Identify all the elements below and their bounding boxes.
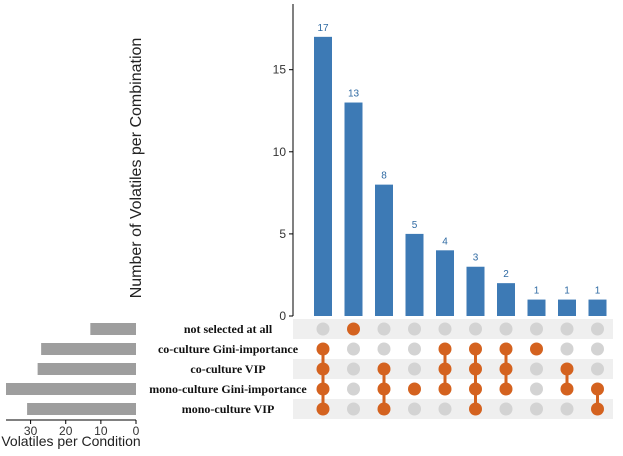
set-size-tick-label: 20: [59, 424, 73, 438]
intersection-dot-filled: [316, 402, 330, 416]
intersection-dot-filled: [377, 402, 391, 416]
intersection-bar: [466, 266, 485, 316]
intersection-bar-label: 1: [534, 286, 540, 297]
intersection-bar: [588, 299, 607, 316]
intersection-bar: [558, 299, 576, 316]
intersection-bar-label: 2: [503, 269, 509, 280]
intersection-dot-empty: [560, 402, 574, 416]
set-names: not selected at all co-culture Gini-impor…: [149, 322, 307, 416]
intersection-bar-label: 8: [381, 171, 387, 182]
set-size-bar: [37, 363, 136, 375]
intersection-dot-empty: [377, 322, 391, 336]
intersection-dot-filled: [316, 342, 330, 356]
set-size-tick-label: 0: [133, 424, 140, 438]
intersection-dot-empty: [347, 382, 360, 396]
intersection-dot-empty: [530, 362, 543, 376]
intersection-dot-empty: [408, 362, 421, 376]
intersection-bar: [527, 299, 546, 316]
y-axis-title: Number of Volatiles per Combination: [128, 38, 145, 299]
intersection-dot-empty: [316, 322, 330, 336]
intersection-dot-filled: [499, 382, 513, 396]
intersection-dot-filled: [530, 342, 543, 356]
intersection-dot-empty: [347, 362, 360, 376]
intersection-bar: [375, 184, 393, 316]
set-size-tick-label: 30: [24, 424, 38, 438]
intersection-dot-empty: [408, 402, 421, 416]
intersection-dot-empty: [408, 322, 421, 336]
set-name-label: not selected at all: [184, 322, 273, 336]
intersection-bar-label: 3: [473, 253, 479, 264]
intersection-dot-filled: [560, 362, 574, 376]
intersection-dot-filled: [377, 382, 391, 396]
intersection-dot-empty: [591, 362, 604, 376]
set-name-label: mono-culture Gini-importance: [149, 382, 307, 396]
set-name-label: co-culture VIP: [190, 362, 265, 376]
intersection-bar-label: 1: [564, 286, 570, 297]
intersection-dot-empty: [438, 402, 452, 416]
intersection-dot-filled: [499, 342, 513, 356]
set-size-bars: 30 20 10 0: [6, 323, 140, 438]
intersection-dot-empty: [438, 322, 452, 336]
intersection-dot-empty: [499, 402, 513, 416]
intersection-bar-label: 5: [412, 220, 418, 231]
intersection-matrix: [316, 322, 604, 416]
intersection-dot-filled: [438, 362, 452, 376]
intersection-dot-empty: [530, 382, 543, 396]
intersection-dot-filled: [591, 402, 604, 416]
intersection-dot-empty: [347, 342, 360, 356]
intersection-dot-filled: [560, 382, 574, 396]
intersection-bar-label: 4: [442, 236, 448, 247]
intersection-bar-label: 17: [317, 23, 329, 34]
intersection-dot-filled: [316, 382, 330, 396]
intersection-bar: [314, 36, 332, 317]
intersection-dot-empty: [591, 342, 604, 356]
intersection-dot-empty: [560, 322, 574, 336]
intersection-bar: [497, 283, 515, 316]
intersection-dot-filled: [499, 362, 513, 376]
intersection-dot-filled: [438, 382, 452, 396]
intersection-dot-filled: [377, 362, 391, 376]
intersection-dot-empty: [499, 322, 513, 336]
set-size-bar: [41, 343, 137, 355]
intersection-dot-filled: [469, 362, 482, 376]
intersection-dot-filled: [408, 382, 421, 396]
set-size-bar: [27, 403, 136, 415]
intersection-bar: [436, 250, 454, 316]
set-size-axis-title: Volatiles per Condition: [1, 433, 140, 449]
set-size-bar: [6, 383, 136, 395]
set-name-label: mono-culture VIP: [182, 402, 275, 416]
set-size-tick-label: 10: [94, 424, 108, 438]
intersection-dot-filled: [469, 342, 482, 356]
set-name-label: co-culture Gini-importance: [158, 342, 299, 356]
intersection-dot-empty: [560, 342, 574, 356]
intersection-bars: 17 13 8 5 4 3 2 1 1 1: [314, 23, 607, 317]
intersection-dot-filled: [591, 382, 604, 396]
set-size-bar: [90, 323, 136, 335]
intersection-dot-empty: [469, 322, 482, 336]
y-tick-label: 5: [279, 227, 286, 241]
y-axis: 0 5 10 15: [273, 4, 294, 323]
intersection-bar: [344, 102, 363, 317]
y-tick-label: 10: [273, 145, 287, 159]
intersection-dot-empty: [591, 322, 604, 336]
intersection-dot-empty: [408, 342, 421, 356]
intersection-bar-label: 13: [348, 89, 360, 100]
intersection-dot-filled: [469, 382, 482, 396]
intersection-dot-filled: [347, 322, 360, 336]
intersection-dot-empty: [377, 342, 391, 356]
intersection-dot-filled: [316, 362, 330, 376]
y-tick-label: 15: [273, 63, 287, 77]
intersection-dot-empty: [530, 322, 543, 336]
intersection-dot-filled: [438, 342, 452, 356]
intersection-dot-filled: [469, 402, 482, 416]
intersection-bar-label: 1: [595, 286, 601, 297]
intersection-bar: [405, 233, 424, 316]
intersection-dot-empty: [530, 402, 543, 416]
y-tick-label: 0: [279, 309, 286, 323]
intersection-dot-empty: [347, 402, 360, 416]
